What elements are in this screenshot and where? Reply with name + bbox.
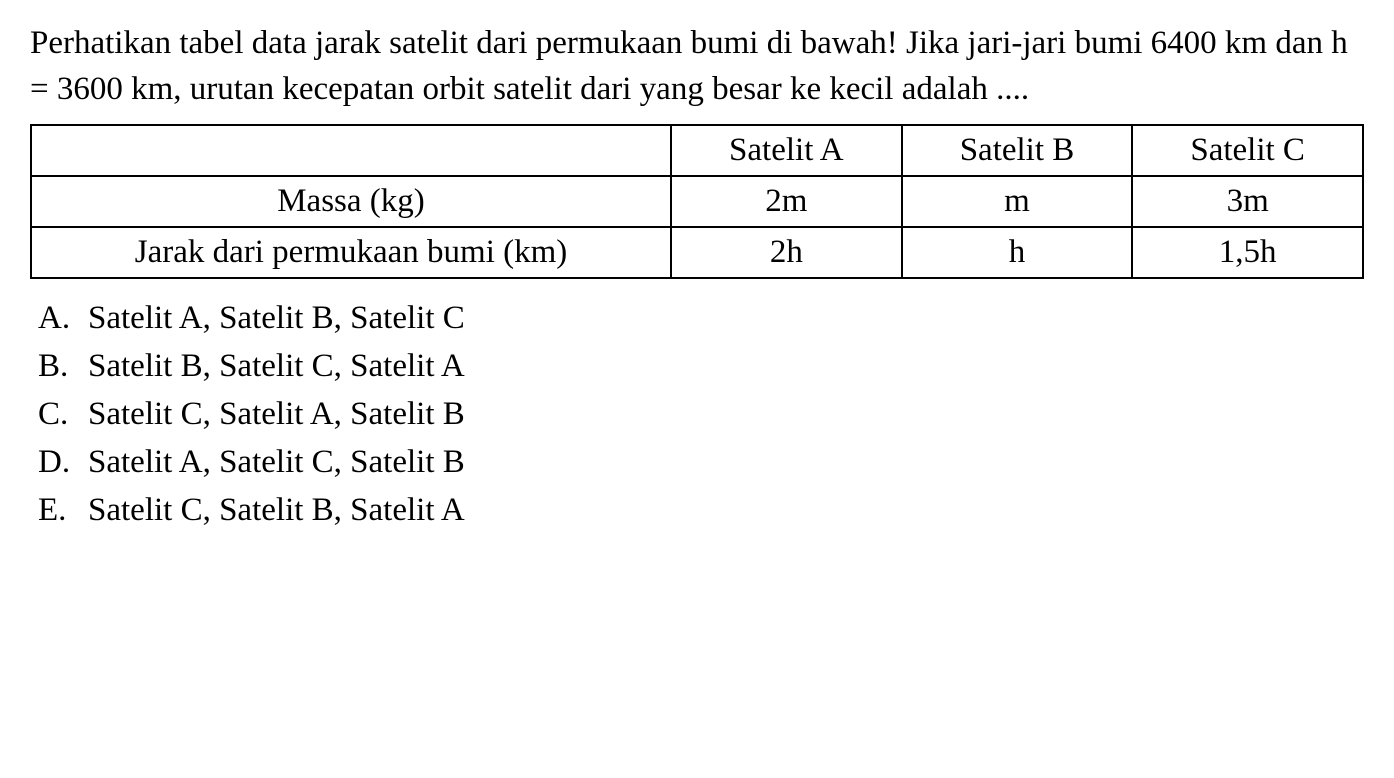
cell-massa-a: 2m <box>671 176 902 227</box>
option-text: Satelit A, Satelit C, Satelit B <box>88 439 465 487</box>
question-text: Perhatikan tabel data jarak satelit dari… <box>30 20 1364 112</box>
header-empty <box>31 125 671 176</box>
option-letter: B. <box>38 343 88 391</box>
option-text: Satelit C, Satelit A, Satelit B <box>88 391 465 439</box>
table-header-row: Satelit A Satelit B Satelit C <box>31 125 1363 176</box>
table-row: Jarak dari permukaan bumi (km) 2h h 1,5h <box>31 227 1363 278</box>
option-text: Satelit C, Satelit B, Satelit A <box>88 487 465 535</box>
option-letter: E. <box>38 487 88 535</box>
header-satelit-a: Satelit A <box>671 125 902 176</box>
table-row: Massa (kg) 2m m 3m <box>31 176 1363 227</box>
option-text: Satelit A, Satelit B, Satelit C <box>88 295 465 343</box>
option-b: B. Satelit B, Satelit C, Satelit A <box>38 343 1364 391</box>
option-letter: A. <box>38 295 88 343</box>
option-text: Satelit B, Satelit C, Satelit A <box>88 343 465 391</box>
option-d: D. Satelit A, Satelit C, Satelit B <box>38 439 1364 487</box>
option-c: C. Satelit C, Satelit A, Satelit B <box>38 391 1364 439</box>
cell-jarak-c: 1,5h <box>1132 227 1363 278</box>
cell-jarak-b: h <box>902 227 1133 278</box>
header-satelit-b: Satelit B <box>902 125 1133 176</box>
option-a: A. Satelit A, Satelit B, Satelit C <box>38 295 1364 343</box>
option-letter: D. <box>38 439 88 487</box>
option-e: E. Satelit C, Satelit B, Satelit A <box>38 487 1364 535</box>
option-letter: C. <box>38 391 88 439</box>
row-label-jarak: Jarak dari permukaan bumi (km) <box>31 227 671 278</box>
answer-options: A. Satelit A, Satelit B, Satelit C B. Sa… <box>30 295 1364 534</box>
header-satelit-c: Satelit C <box>1132 125 1363 176</box>
cell-massa-c: 3m <box>1132 176 1363 227</box>
cell-jarak-a: 2h <box>671 227 902 278</box>
data-table: Satelit A Satelit B Satelit C Massa (kg)… <box>30 124 1364 279</box>
cell-massa-b: m <box>902 176 1133 227</box>
row-label-massa: Massa (kg) <box>31 176 671 227</box>
